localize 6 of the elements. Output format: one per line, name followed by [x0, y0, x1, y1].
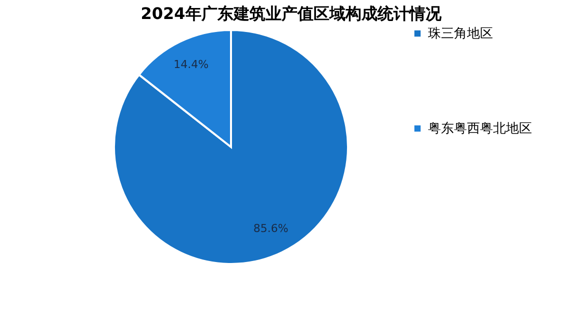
legend-label: 珠三角地区	[428, 26, 493, 42]
chart-title: 2024年广东建筑业产值区域构成统计情况	[140, 4, 442, 23]
pie-slice	[113, 29, 349, 265]
legend-label: 粤东粤西粤北地区	[428, 122, 532, 136]
data-label: 14.4%	[174, 58, 209, 71]
data-label: 85.6%	[253, 222, 288, 236]
